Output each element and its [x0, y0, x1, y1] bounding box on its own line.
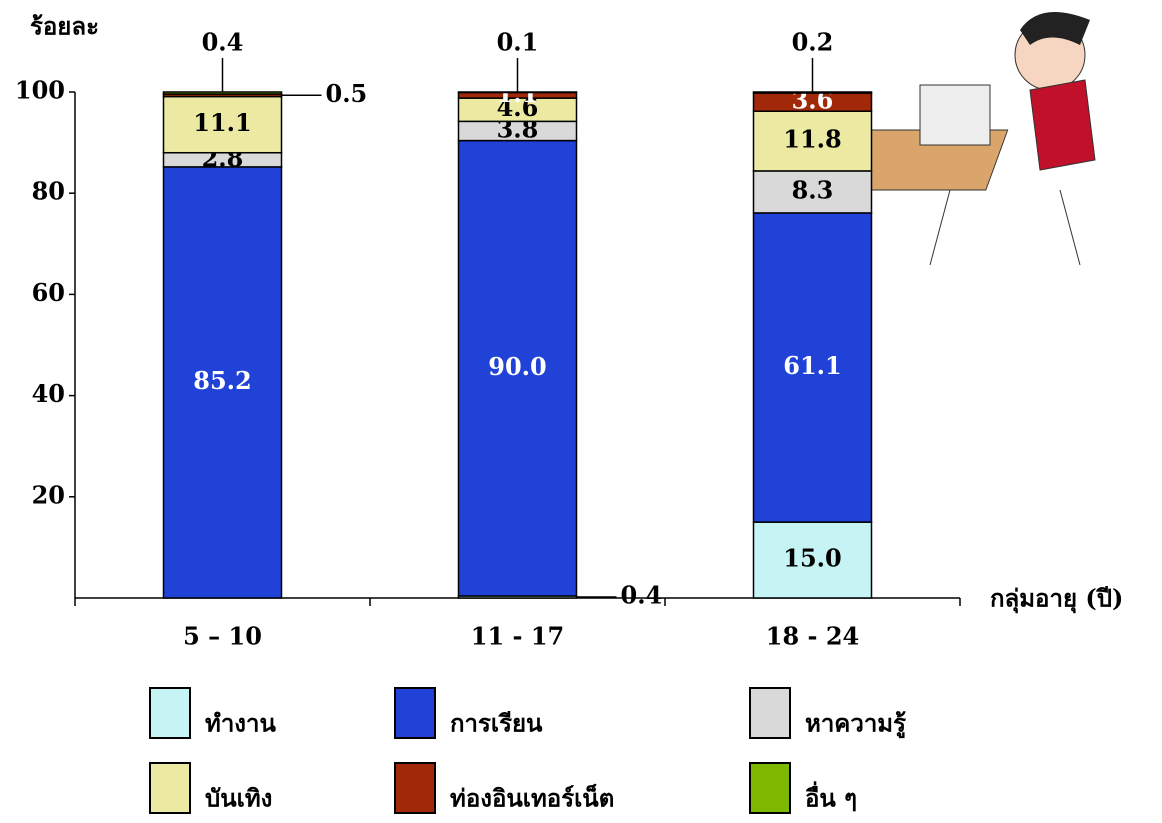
value-label: 0.1 [497, 28, 539, 57]
value-label: 0.5 [326, 79, 368, 108]
y-tick-label: 40 [32, 379, 65, 408]
value-label: 61.1 [783, 351, 841, 380]
value-label: 0.4 [202, 28, 244, 57]
legend-swatch [749, 687, 791, 739]
legend-label: การเรียน [450, 709, 543, 738]
value-label: 0.2 [792, 28, 834, 57]
y-tick-label: 20 [32, 480, 65, 509]
value-label: 8.3 [792, 175, 834, 204]
value-label: 85.2 [193, 366, 251, 395]
value-label: 90.0 [488, 352, 546, 381]
legend-label: ทำงาน [205, 709, 276, 738]
legend-label: หาความรู้ [805, 709, 906, 739]
value-label: 11.1 [193, 108, 251, 137]
legend-label: อื่น ๆ [805, 781, 857, 813]
value-label: 11.8 [783, 125, 841, 154]
bar-segment [162, 166, 283, 599]
x-tick-label: 11 - 17 [471, 622, 564, 651]
legend-swatch [749, 762, 791, 814]
bar-segment [752, 521, 873, 599]
y-tick-label: 80 [32, 177, 65, 206]
y-axis-label: ร้อยละ [30, 12, 99, 41]
legend-label: บันเทิง [205, 784, 272, 813]
value-label: 0.4 [621, 580, 663, 609]
bar-segment [457, 91, 578, 94]
y-tick-label: 60 [32, 278, 65, 307]
bar-segment [162, 91, 283, 95]
bar-segment [457, 139, 578, 597]
value-label: 15.0 [783, 544, 841, 573]
legend-swatch [394, 687, 436, 739]
legend-swatch [149, 687, 191, 739]
x-axis-label: กลุ่มอายุ (ปี) [990, 584, 1123, 615]
bar-segment [162, 95, 283, 154]
legend-swatch [394, 762, 436, 814]
bar-segment [752, 91, 873, 94]
illustration [835, 12, 1096, 266]
x-tick-label: 18 - 24 [766, 622, 859, 651]
legend-swatch [149, 762, 191, 814]
legend-label: ท่องอินเทอร์เน็ต [450, 784, 614, 813]
y-tick-label: 100 [15, 76, 65, 105]
x-tick-label: 5 – 10 [183, 622, 262, 651]
